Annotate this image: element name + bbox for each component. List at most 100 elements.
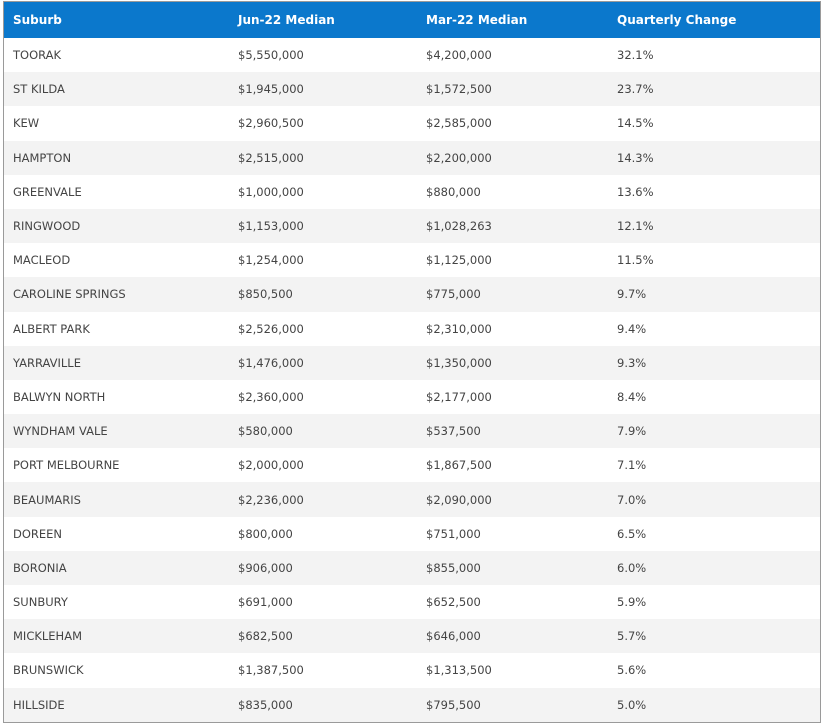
suburb-median-table: Suburb Jun-22 Median Mar-22 Median Quart… — [3, 1, 821, 723]
cell-jun-22-median: $682,500 — [238, 629, 293, 644]
cell-mar-22-median: $2,177,000 — [426, 389, 492, 404]
cell-quarterly-change: 9.3% — [617, 355, 647, 370]
table-row: MICKLEHAM $682,500 $646,000 5.7% — [4, 619, 820, 654]
cell-quarterly-change: 5.6% — [617, 663, 647, 678]
cell-jun-22-median: $2,236,000 — [238, 492, 304, 507]
cell-mar-22-median: $1,313,500 — [426, 663, 492, 678]
cell-mar-22-median: $4,200,000 — [426, 48, 492, 63]
header-row: Suburb Jun-22 Median Mar-22 Median Quart… — [4, 2, 820, 38]
cell-jun-22-median: $2,515,000 — [238, 150, 304, 165]
cell-jun-22-median: $1,945,000 — [238, 82, 304, 97]
header-mar-22-median: Mar-22 Median — [426, 13, 528, 27]
cell-mar-22-median: $751,000 — [426, 526, 481, 541]
cell-suburb: BALWYN NORTH — [13, 389, 106, 404]
table-row: RINGWOOD $1,153,000 $1,028,263 12.1% — [4, 208, 820, 244]
cell-mar-22-median: $1,350,000 — [426, 355, 492, 370]
cell-mar-22-median: $795,500 — [426, 697, 481, 712]
cell-suburb: TOORAK — [13, 48, 62, 63]
cell-mar-22-median: $652,500 — [426, 595, 481, 610]
cell-quarterly-change: 7.0% — [617, 492, 647, 507]
cell-jun-22-median: $906,000 — [238, 560, 293, 575]
cell-suburb: WYNDHAM VALE — [13, 424, 108, 439]
cell-quarterly-change: 5.9% — [617, 595, 647, 610]
table-row: WYNDHAM VALE $580,000 $537,500 7.9% — [4, 414, 820, 449]
cell-jun-22-median: $835,000 — [238, 697, 293, 712]
cell-suburb: SUNBURY — [13, 595, 68, 610]
cell-suburb: HILLSIDE — [13, 697, 65, 712]
table-row: HAMPTON $2,515,000 $2,200,000 14.3% — [4, 140, 820, 175]
cell-mar-22-median: $775,000 — [426, 287, 481, 302]
cell-suburb: HAMPTON — [13, 150, 72, 165]
cell-quarterly-change: 9.7% — [617, 287, 647, 302]
cell-quarterly-change: 9.4% — [617, 321, 647, 336]
cell-quarterly-change: 5.7% — [617, 629, 647, 644]
cell-quarterly-change: 13.6% — [617, 184, 654, 199]
cell-suburb: ALBERT PARK — [13, 321, 90, 336]
table-row: CAROLINE SPRINGS $850,500 $775,000 9.7% — [4, 277, 820, 312]
cell-quarterly-change: 14.3% — [617, 150, 654, 165]
cell-quarterly-change: 23.7% — [617, 82, 654, 97]
cell-jun-22-median: $691,000 — [238, 595, 293, 610]
table-row: TOORAK $5,550,000 $4,200,000 32.1% — [4, 38, 820, 73]
table-row: PORT MELBOURNE $2,000,000 $1,867,500 7.1% — [4, 448, 820, 483]
cell-suburb: KEW — [13, 116, 40, 131]
table-row: SUNBURY $691,000 $652,500 5.9% — [4, 585, 820, 620]
table-row: BALWYN NORTH $2,360,000 $2,177,000 8.4% — [4, 379, 820, 415]
cell-suburb: ST KILDA — [13, 82, 65, 97]
cell-jun-22-median: $5,550,000 — [238, 48, 304, 63]
table-row: MACLEOD $1,254,000 $1,125,000 11.5% — [4, 243, 820, 278]
table-header: Suburb Jun-22 Median Mar-22 Median Quart… — [4, 2, 820, 38]
cell-suburb: GREENVALE — [13, 184, 82, 199]
cell-suburb: BORONIA — [13, 560, 67, 575]
header-suburb: Suburb — [13, 13, 62, 27]
cell-quarterly-change: 32.1% — [617, 48, 654, 63]
cell-jun-22-median: $800,000 — [238, 526, 293, 541]
data-table: Suburb Jun-22 Median Mar-22 Median Quart… — [4, 2, 820, 722]
cell-jun-22-median: $1,254,000 — [238, 253, 304, 268]
cell-mar-22-median: $2,090,000 — [426, 492, 492, 507]
cell-suburb: RINGWOOD — [13, 219, 81, 234]
cell-suburb: MACLEOD — [13, 253, 71, 268]
cell-mar-22-median: $855,000 — [426, 560, 481, 575]
cell-mar-22-median: $1,028,263 — [426, 219, 492, 234]
cell-mar-22-median: $646,000 — [426, 629, 481, 644]
cell-suburb: MICKLEHAM — [13, 629, 82, 644]
cell-jun-22-median: $2,526,000 — [238, 321, 304, 336]
cell-quarterly-change: 14.5% — [617, 116, 654, 131]
table-row: YARRAVILLE $1,476,000 $1,350,000 9.3% — [4, 345, 820, 380]
header-jun-22-median: Jun-22 Median — [238, 13, 335, 27]
cell-quarterly-change: 7.9% — [617, 424, 647, 439]
cell-suburb: YARRAVILLE — [13, 355, 81, 370]
cell-suburb: DOREEN — [13, 526, 63, 541]
cell-mar-22-median: $2,585,000 — [426, 116, 492, 131]
cell-jun-22-median: $2,000,000 — [238, 458, 304, 473]
table-body: TOORAK $5,550,000 $4,200,000 32.1% ST KILDA $… — [4, 38, 820, 722]
cell-quarterly-change: 8.4% — [617, 389, 647, 404]
cell-mar-22-median: $1,867,500 — [426, 458, 492, 473]
table-row: KEW $2,960,500 $2,585,000 14.5% — [4, 106, 820, 141]
cell-suburb: CAROLINE SPRINGS — [13, 287, 126, 302]
cell-mar-22-median: $537,500 — [426, 424, 481, 439]
cell-quarterly-change: 6.0% — [617, 560, 647, 575]
table-row: BEAUMARIS $2,236,000 $2,090,000 7.0% — [4, 482, 820, 517]
cell-jun-22-median: $1,387,500 — [238, 663, 304, 678]
table-row: BORONIA $906,000 $855,000 6.0% — [4, 550, 820, 585]
cell-quarterly-change: 12.1% — [617, 219, 654, 234]
cell-suburb: PORT MELBOURNE — [13, 458, 120, 473]
cell-quarterly-change: 6.5% — [617, 526, 647, 541]
table-row: BRUNSWICK $1,387,500 $1,313,500 5.6% — [4, 653, 820, 688]
table-row: ST KILDA $1,945,000 $1,572,500 23.7% — [4, 72, 820, 107]
cell-quarterly-change: 7.1% — [617, 458, 647, 473]
cell-jun-22-median: $1,476,000 — [238, 355, 304, 370]
cell-quarterly-change: 11.5% — [617, 253, 654, 268]
cell-jun-22-median: $2,360,000 — [238, 389, 304, 404]
cell-mar-22-median: $1,572,500 — [426, 82, 492, 97]
cell-jun-22-median: $1,000,000 — [238, 184, 304, 199]
cell-mar-22-median: $2,200,000 — [426, 150, 492, 165]
table-row: GREENVALE $1,000,000 $880,000 13.6% — [4, 174, 820, 209]
cell-mar-22-median: $880,000 — [426, 184, 481, 199]
cell-jun-22-median: $1,153,000 — [238, 219, 304, 234]
table-row: HILLSIDE $835,000 $795,500 5.0% — [4, 687, 820, 722]
table-row: ALBERT PARK $2,526,000 $2,310,000 9.4% — [4, 311, 820, 346]
cell-quarterly-change: 5.0% — [617, 697, 647, 712]
